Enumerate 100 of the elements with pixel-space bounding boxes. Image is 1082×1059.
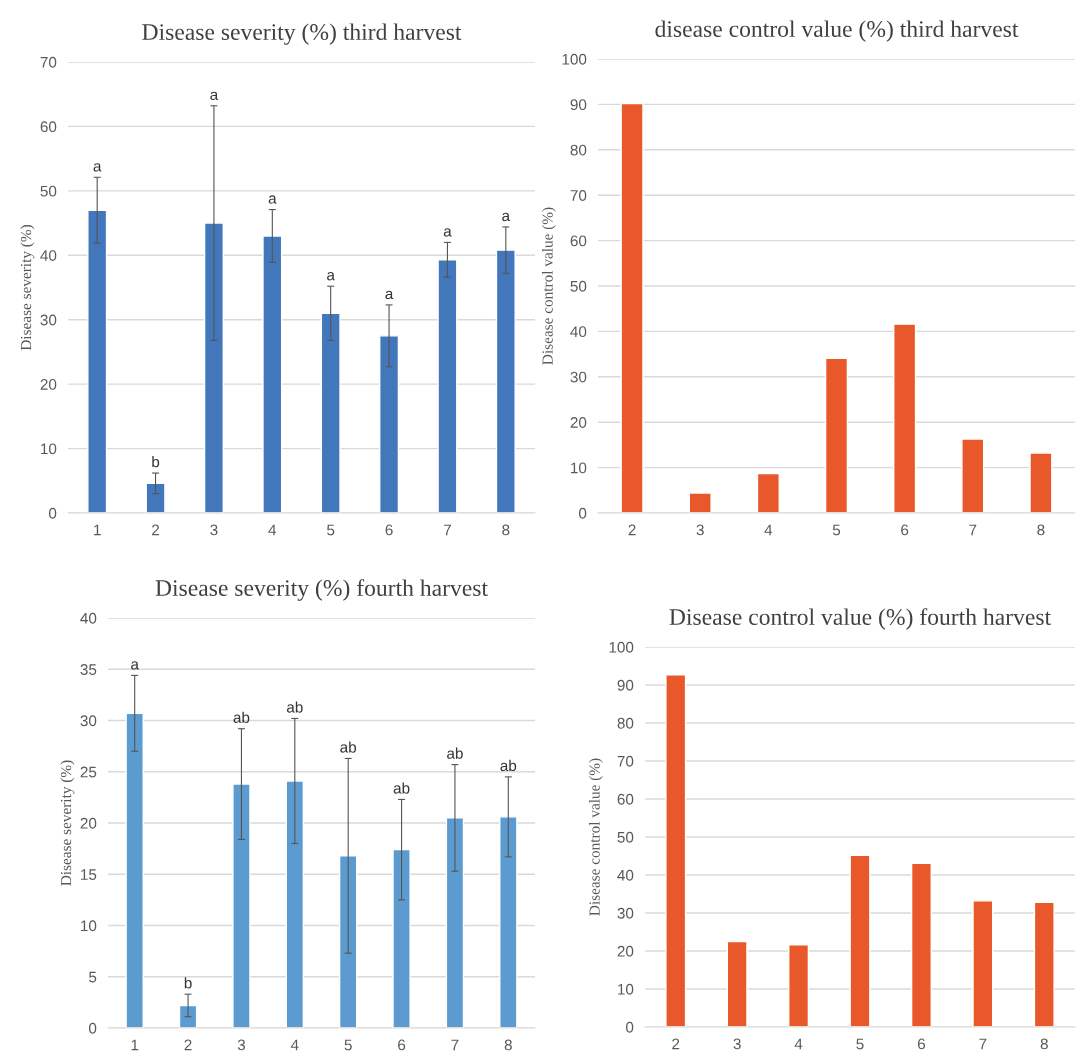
x-tick-label: 1	[94, 524, 101, 536]
y-tick-label: 0	[578, 507, 587, 519]
y-tick-label: 40	[40, 250, 57, 261]
x-tick-label: 1	[131, 1039, 139, 1051]
bar	[788, 944, 810, 1027]
annotation: a	[93, 163, 102, 172]
x-tick-label: 3	[696, 524, 704, 536]
bar	[145, 482, 166, 513]
y-tick-label: 70	[570, 190, 587, 201]
bar	[262, 235, 283, 513]
x-tick-label: 7	[443, 524, 451, 536]
x-tick-label: 3	[237, 1039, 246, 1051]
y-tick-label: 100	[562, 53, 587, 65]
x-tick-label: 6	[398, 1039, 406, 1051]
y-axis-title: Disease severity (%)	[20, 224, 35, 351]
bar	[445, 817, 465, 1028]
bar	[392, 848, 411, 1028]
annotation: ab	[233, 711, 250, 723]
bar	[726, 940, 748, 1027]
y-tick-label: 40	[617, 869, 634, 881]
y-tick-label: 0	[625, 1021, 634, 1033]
annotation: ab	[393, 782, 410, 794]
x-tick-label: 7	[969, 524, 977, 536]
y-axis-title: Disease severity (%)	[60, 760, 75, 886]
bar	[379, 335, 400, 513]
bar	[972, 900, 994, 1027]
x-tick-label: 6	[385, 524, 393, 536]
chart-title: disease control value (%) third harvest	[655, 20, 1019, 42]
x-tick-label: 2	[152, 524, 160, 536]
y-tick-label: 100	[609, 641, 634, 653]
annotation: a	[385, 290, 394, 300]
y-tick-label: 90	[617, 679, 634, 691]
x-tick-label: 7	[451, 1039, 459, 1051]
y-tick-label: 30	[80, 715, 97, 727]
bar	[232, 783, 251, 1028]
chart-title: Disease severity (%) third harvest	[142, 23, 462, 45]
bar	[203, 222, 224, 513]
y-tick-label: 10	[618, 983, 634, 995]
x-tick-label: 4	[268, 524, 277, 536]
bar	[1033, 901, 1055, 1027]
x-tick-label: 2	[184, 1039, 192, 1051]
annotation: a	[443, 228, 452, 237]
y-tick-label: 60	[40, 121, 57, 133]
y-tick-label: 5	[89, 971, 97, 983]
y-tick-label: 40	[80, 612, 97, 624]
x-tick-label: 4	[290, 1039, 299, 1051]
y-tick-label: 70	[40, 56, 57, 68]
bar	[1029, 452, 1053, 513]
x-tick-label: 2	[628, 524, 636, 536]
annotation: a	[327, 272, 335, 281]
y-tick-label: 40	[570, 326, 587, 338]
y-tick-label: 30	[570, 371, 587, 383]
x-tick-label: 8	[502, 524, 510, 536]
x-tick-label: 8	[1037, 524, 1045, 536]
annotation: ab	[447, 747, 463, 759]
bar	[87, 209, 108, 513]
bar	[893, 323, 917, 513]
x-tick-label: 5	[832, 524, 841, 536]
y-tick-label: 30	[40, 314, 57, 326]
bar	[824, 357, 849, 513]
y-tick-label: 80	[617, 717, 634, 729]
y-tick-label: 10	[81, 920, 97, 932]
x-tick-label: 7	[979, 1038, 987, 1050]
y-tick-label: 90	[570, 99, 587, 111]
y-tick-label: 20	[80, 817, 97, 829]
bar	[437, 259, 458, 513]
y-tick-label: 10	[41, 443, 57, 455]
annotation: a	[502, 212, 511, 222]
bar	[620, 102, 644, 513]
y-tick-label: 30	[617, 907, 634, 919]
bar	[665, 674, 687, 1027]
y-tick-label: 0	[88, 1022, 97, 1034]
y-tick-label: 80	[570, 144, 587, 156]
annotation: ab	[286, 701, 303, 713]
x-tick-label: 5	[856, 1038, 864, 1050]
x-tick-label: 4	[764, 524, 773, 536]
y-tick-label: 50	[40, 185, 57, 197]
bar	[495, 249, 516, 513]
y-tick-label: 0	[48, 507, 57, 519]
chart-title: Disease severity (%) fourth harvest	[155, 579, 488, 601]
x-tick-label: 2	[672, 1038, 680, 1050]
x-tick-label: 6	[917, 1038, 926, 1050]
x-tick-label: 3	[733, 1038, 741, 1050]
bar	[285, 780, 305, 1028]
bar	[178, 1004, 198, 1028]
chart-title: Disease control value (%) fourth harvest	[669, 608, 1051, 630]
y-tick-label: 35	[80, 664, 97, 675]
annotation: a	[131, 661, 139, 670]
y-axis-title: Disease control value (%)	[588, 758, 603, 916]
bar	[320, 312, 341, 513]
y-tick-label: 20	[40, 379, 57, 390]
bar	[125, 712, 144, 1028]
y-tick-label: 20	[570, 417, 587, 428]
x-tick-label: 3	[210, 524, 218, 536]
annotation: a	[268, 195, 277, 204]
annotation: ab	[340, 741, 357, 753]
annotation: ab	[500, 759, 517, 772]
y-tick-label: 20	[617, 945, 634, 957]
bar	[961, 438, 985, 513]
bar	[499, 816, 518, 1028]
